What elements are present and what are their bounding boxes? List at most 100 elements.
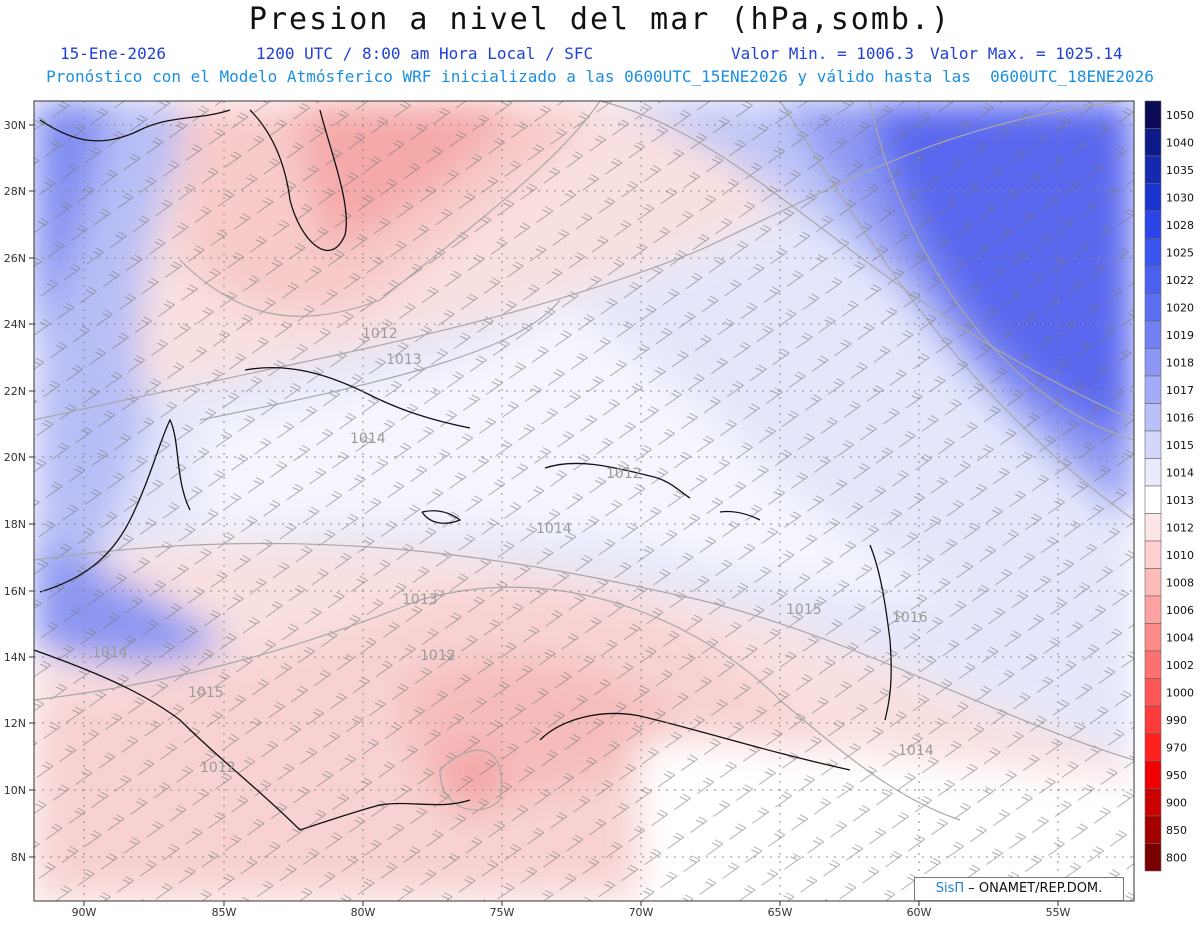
legend-label: 1020 [1166, 301, 1194, 314]
legend-label: 1012 [1166, 521, 1194, 534]
legend-swatch [1144, 650, 1162, 679]
lat-label: 14N [4, 651, 26, 664]
contour-label: 1012 [420, 648, 456, 664]
lat-label: 8N [11, 851, 26, 864]
valor-min-label: Valor Min. = 1006.3 [731, 44, 915, 63]
legend-swatch [1144, 265, 1162, 294]
legend-swatch [1144, 705, 1162, 734]
legend-label: 900 [1166, 796, 1187, 809]
legend-swatch [1144, 760, 1162, 789]
contour-label: 1014 [898, 743, 934, 759]
contour-label: 1015 [786, 602, 822, 618]
legend-label: 1018 [1166, 356, 1194, 369]
legend-label: 950 [1166, 769, 1187, 782]
contour-label: 1013 [402, 592, 438, 608]
lat-label: 22N [4, 385, 26, 398]
contour-label: 1014 [350, 431, 386, 447]
contour-label: 1014 [92, 645, 128, 661]
lon-labels: 90W 85W 80W 75W 70W 65W 60W 55W [72, 906, 1071, 919]
pressure-legend: 1050 1040 1035 1030 1028 1025 1022 1020 1019 1018… [1144, 100, 1194, 872]
lon-label: 80W [351, 906, 376, 919]
legend-swatch [1144, 403, 1162, 432]
legend-label: 1028 [1166, 219, 1194, 232]
contour-label: 1014 [536, 521, 572, 537]
legend-swatch [1144, 320, 1162, 349]
legend-label: 1013 [1166, 494, 1194, 507]
credit-text: – ONAMET/REP.DOM. [968, 881, 1103, 896]
legend-label: 1040 [1166, 136, 1194, 149]
legend-swatch [1144, 348, 1162, 377]
lat-label: 16N [4, 585, 26, 598]
legend-swatch [1144, 623, 1162, 652]
legend-swatch [1144, 183, 1162, 212]
lon-label: 60W [907, 906, 932, 919]
time-info-label: 1200 UTC / 8:00 am Hora Local / SFC [256, 44, 594, 63]
contour-labels: 1012 1013 1014 1012 1014 1013 1015 1016 … [92, 326, 934, 776]
lon-label: 65W [768, 906, 793, 919]
lat-label: 26N [4, 252, 26, 265]
lat-label: 24N [4, 318, 26, 331]
legend-swatch [1144, 568, 1162, 597]
pressure-map: 1012 1013 1014 1012 1014 1013 1015 1016 … [4, 100, 1194, 919]
lat-label: 10N [4, 784, 26, 797]
legend-swatch [1144, 430, 1162, 459]
legend-swatch [1144, 733, 1162, 762]
map-title: Presion a nivel del mar (hPa,somb.) [248, 2, 952, 37]
contour-label: 1015 [188, 685, 224, 701]
lat-label: 12N [4, 717, 26, 730]
contour-label: 1013 [386, 352, 422, 368]
legend-label: 970 [1166, 741, 1187, 754]
legend-label: 1004 [1166, 631, 1194, 644]
legend-swatch [1144, 155, 1162, 184]
contour-label: 1012 [606, 466, 642, 482]
legend-label: 1002 [1166, 659, 1194, 672]
legend-swatch [1144, 678, 1162, 707]
lat-label: 28N [4, 185, 26, 198]
valor-max-label: Valor Max. = 1025.14 [930, 44, 1123, 63]
legend-label: 1008 [1166, 576, 1194, 589]
legend-swatch [1144, 540, 1162, 569]
forecast-info: Pronóstico con el Modelo Atmósferico WRF… [46, 67, 1154, 86]
legend-label: 1000 [1166, 686, 1194, 699]
legend-swatch [1144, 788, 1162, 817]
contour-label: 1012 [200, 760, 236, 776]
legend-swatch [1144, 100, 1162, 129]
legend-swatch [1144, 815, 1162, 844]
legend-swatch [1144, 485, 1162, 514]
sispi-logo-text: SisΠ [935, 881, 965, 896]
map-field: 1012 1013 1014 1012 1014 1013 1015 1016 … [34, 101, 1134, 901]
legend-label: 1010 [1166, 549, 1194, 562]
legend-label: 990 [1166, 714, 1187, 727]
legend-label: 1006 [1166, 604, 1194, 617]
legend-label: 800 [1166, 851, 1187, 864]
legend-label: 850 [1166, 824, 1187, 837]
legend-label: 1017 [1166, 384, 1194, 397]
legend-label: 1015 [1166, 439, 1194, 452]
lat-labels: 30N 28N 26N 24N 22N 20N 18N 16N 14N 12N … [4, 119, 26, 864]
lon-label: 85W [212, 906, 237, 919]
contour-label: 1012 [362, 326, 398, 342]
legend-label: 1050 [1166, 109, 1194, 122]
map-frame [33, 100, 1135, 902]
legend-swatch [1144, 595, 1162, 624]
legend-swatch [1144, 513, 1162, 542]
legend-swatch [1144, 458, 1162, 487]
lat-label: 30N [4, 119, 26, 132]
legend-label: 1030 [1166, 191, 1194, 204]
date-label: 15-Ene-2026 [60, 44, 166, 63]
legend-swatch [1144, 843, 1162, 872]
lat-label: 18N [4, 518, 26, 531]
legend-label: 1022 [1166, 274, 1194, 287]
contour-label: 1016 [892, 610, 928, 626]
legend-label: 1016 [1166, 411, 1194, 424]
lon-label: 75W [490, 906, 515, 919]
legend-label: 1035 [1166, 164, 1194, 177]
legend-swatch [1144, 293, 1162, 322]
legend-swatch [1144, 128, 1162, 157]
legend-swatch [1144, 210, 1162, 239]
credit-box: SisΠ – ONAMET/REP.DOM. [914, 877, 1124, 901]
legend-label: 1014 [1166, 466, 1194, 479]
legend-swatch [1144, 375, 1162, 404]
lat-label: 20N [4, 451, 26, 464]
legend-swatch [1144, 238, 1162, 267]
